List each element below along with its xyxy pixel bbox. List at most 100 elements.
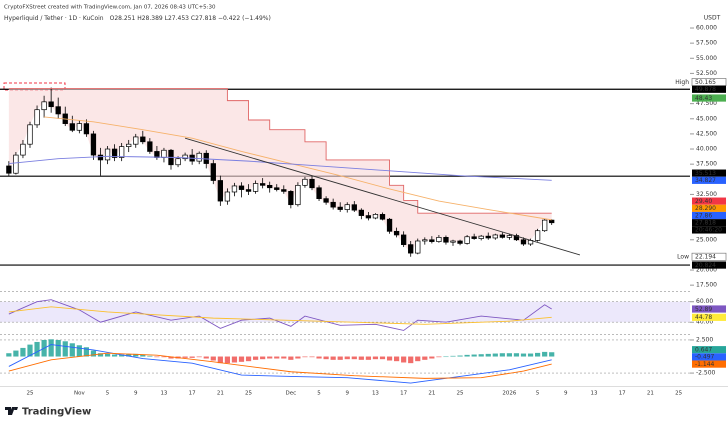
candle-body [295,184,301,206]
candle-body [147,141,153,152]
histogram-bar [295,356,301,359]
y-tick-label: 2.500 [696,336,713,343]
histogram-bar [203,356,209,359]
histogram-bar [422,356,428,360]
histogram-bar [520,353,527,357]
credit: CryptoFXStreet created with TradingView.… [4,5,216,11]
legend-line: Hyperliquid / Tether · 1D · KuCoin O28.25… [4,15,271,22]
histogram-bar [401,356,407,363]
pane: 60.000 57.500 55.000 52.500 47.500 45.000 42.5… [0,25,727,289]
histogram-bar [535,352,541,357]
candle-body [224,191,231,202]
candle-body [450,240,456,243]
candle-body [309,178,315,189]
candle-body [6,165,12,174]
x-tick-label: 13 [372,391,379,397]
x-tick-label: 21 [428,391,435,397]
histogram-bar [210,356,216,361]
histogram-bar [224,356,230,364]
candle-body [90,133,97,156]
x-tick-label: 25 [457,391,464,397]
x-tick-label: 25 [675,391,682,397]
histogram-bar [253,356,259,360]
candle-body [231,185,238,193]
x-tick-label: 21 [217,391,224,397]
histogram-bar [513,353,520,357]
y-tick-label: 32.500 [696,191,717,198]
price-marker-label: 0.647 [695,347,712,354]
price-marker [692,313,726,321]
y-tick-label: 40.00 [696,319,713,326]
price-marker [692,305,726,313]
price-marker-label: 27.86 [695,212,712,219]
histogram-bar [323,356,329,360]
candle-body [429,239,435,242]
series-line [8,88,552,214]
candle-body [161,149,167,158]
y-tick-label: 52.500 [696,70,717,77]
candle-body [133,136,139,145]
series-line [8,306,552,325]
candle-body [351,204,357,211]
candle-body [203,152,209,164]
series-line [8,155,552,181]
histogram-bar [161,356,167,358]
x-tick-label: 9 [564,391,568,397]
histogram-bar [542,351,548,357]
histogram-bar [549,352,555,357]
histogram-bar [231,356,238,363]
pane: 2.500 -2.500 0.647-0.497-1.144 [0,336,726,384]
price-marker-label: 34.827 [695,177,716,184]
price-marker [692,360,726,368]
countdown-box [692,226,726,234]
candle-body [126,143,132,147]
histogram-bar [464,354,470,357]
histogram-bar [351,356,357,360]
price-marker-label: -1.144 [695,361,715,368]
histogram-bar [20,347,26,357]
histogram-bar [450,355,456,357]
candle-body [408,244,414,254]
candle-body [41,101,47,111]
y-tick-label: 60.000 [696,25,717,32]
y-tick-label: 55.000 [696,55,717,62]
price-marker-label: 48.43 [695,95,712,102]
candle-body [330,201,336,208]
candle-body [281,189,287,192]
candle-body [210,163,216,181]
candle-body [34,109,40,126]
candle-body [422,239,428,242]
histogram-bar [34,341,40,357]
price-marker-label: -0.497 [695,354,715,361]
histogram-bar [196,356,202,358]
candle-body [323,198,329,203]
candle-body [344,204,350,210]
price-marker [692,85,726,93]
y-tick-label: -2.500 [696,370,716,377]
histogram-bar [97,353,104,357]
candle-body [520,239,527,245]
histogram-bar [281,356,287,359]
y-tick-label: 20.000 [696,267,717,274]
histogram-bar [83,347,89,357]
x-tick-label: 17 [619,391,626,397]
histogram-bar [478,354,484,357]
price-marker-label: 20.824 [695,262,716,269]
histogram-bar [415,356,421,362]
price-marker [691,252,727,261]
histogram-bar [365,356,371,360]
histogram-bar [189,356,195,358]
candle-body [260,183,266,186]
x-tick-label: 9 [134,391,138,397]
candle-body [549,219,555,224]
price-marker-label: 29.40 [695,198,712,205]
price-marker-label: 27.818 [695,220,716,227]
histogram-bar [13,350,19,357]
histogram-bar [112,354,118,357]
candle-body [372,214,379,219]
candle-body [175,158,181,166]
histogram-bar [133,353,139,357]
price-marker [691,78,727,86]
